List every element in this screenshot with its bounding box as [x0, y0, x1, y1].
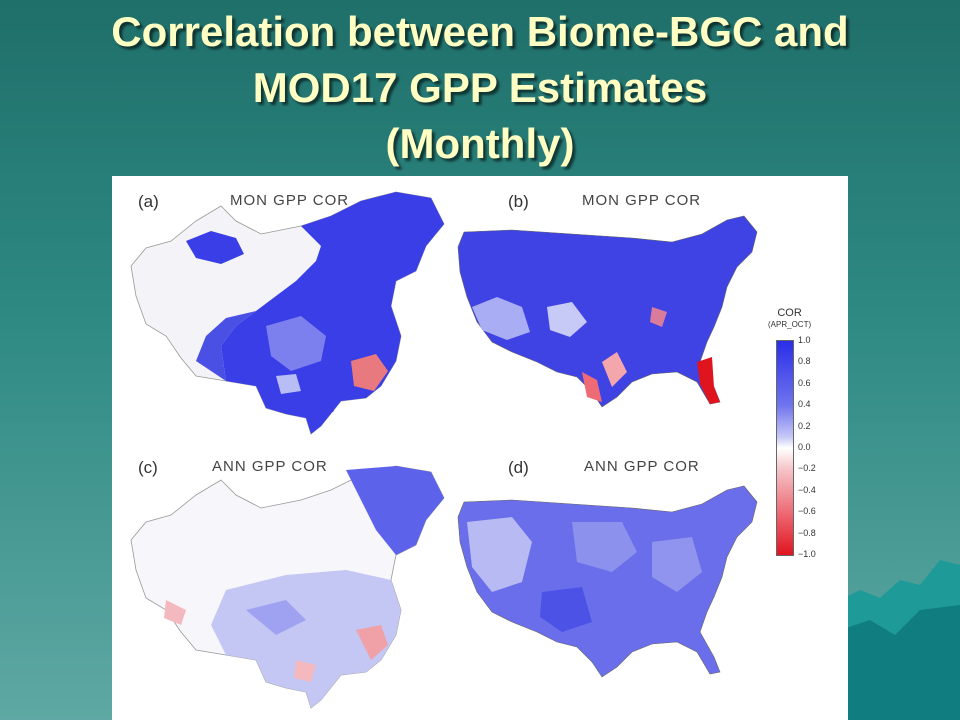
panel-a-label: (a): [138, 192, 159, 211]
title-line-1: Correlation between Biome-BGC and: [111, 8, 849, 55]
colorbar-title-text: COR: [777, 307, 802, 319]
colorbar-subtitle: (APR_OCT): [768, 320, 812, 329]
panel-d-title: ANN GPP COR: [584, 458, 700, 475]
colorbar-tick: 1.0: [798, 335, 811, 345]
china-monthly-map: [130, 191, 445, 435]
panel-a-title: MON GPP COR: [230, 192, 350, 209]
panel-c-label: (c): [138, 458, 158, 477]
colorbar-tick: −0.4: [798, 484, 816, 495]
usa-monthly-map: [457, 215, 758, 408]
mountain-decoration: [840, 560, 960, 720]
china-annual-map: [130, 465, 445, 709]
colorbar-tick: −0.2: [798, 463, 816, 474]
correlation-figure: (a) MON GPP COR (b) MON GPP COR COR (APR…: [112, 176, 848, 720]
colorbar-tick: −0.6: [798, 506, 816, 517]
title-line-2: MOD17 GPP Estimates: [252, 64, 708, 111]
colorbar-tick: −1.0: [798, 549, 816, 559]
colorbar: [776, 340, 794, 556]
panel-d-label: (d): [508, 458, 529, 477]
title-line-3: (Monthly): [385, 120, 575, 167]
colorbar-tick: 0.2: [798, 420, 811, 431]
panel-b-label: (b): [508, 192, 529, 211]
colorbar-tick: 0.6: [798, 377, 811, 388]
colorbar-tick: 0.4: [798, 399, 811, 410]
colorbar-title: COR (APR_OCT): [768, 308, 811, 330]
colorbar-tick: 0.8: [798, 356, 811, 367]
usa-annual-map: [457, 485, 758, 678]
colorbar-tick: 0.0: [798, 442, 811, 452]
slide-title: Correlation between Biome-BGC and MOD17 …: [0, 4, 960, 172]
panel-b-title: MON GPP COR: [582, 192, 702, 209]
colorbar-tick: −0.8: [798, 527, 816, 538]
panel-c-title: ANN GPP COR: [212, 458, 328, 475]
